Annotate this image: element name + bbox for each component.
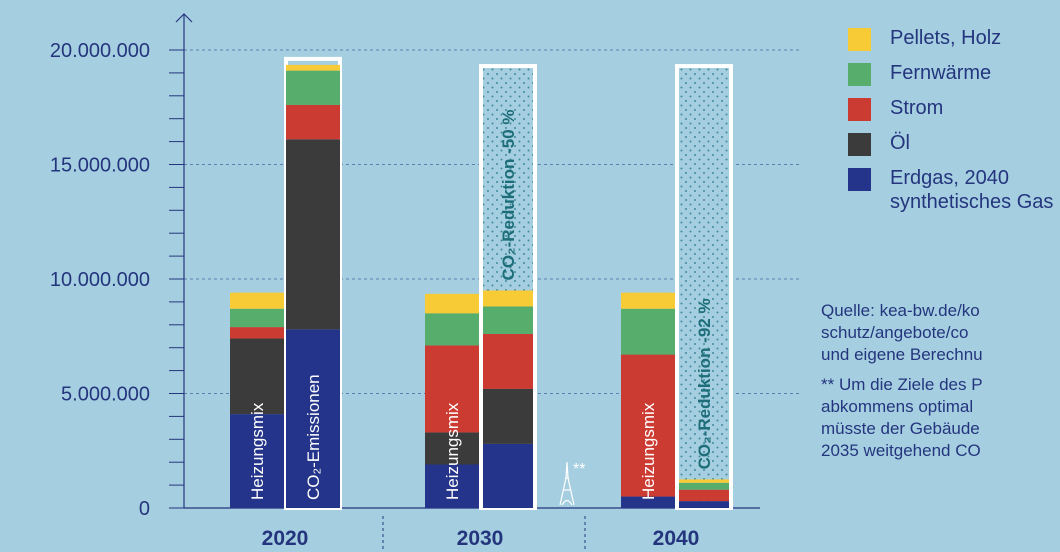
y-tick-label: 20.000.000 bbox=[50, 40, 150, 62]
bar-segment bbox=[483, 306, 533, 334]
tower-outline bbox=[559, 461, 575, 506]
bar-segment bbox=[679, 501, 729, 508]
bar-segment bbox=[286, 139, 340, 330]
legend-swatch bbox=[848, 63, 871, 86]
bar-segment bbox=[621, 308, 675, 355]
y-tick-label: 15.000.000 bbox=[50, 155, 150, 177]
bar-segment bbox=[286, 329, 340, 508]
bar-label: Heizungsmix bbox=[443, 402, 462, 500]
bar-segment bbox=[286, 70, 340, 105]
bar-label: Heizungsmix bbox=[248, 402, 267, 500]
footnote-line: müsste der Gebäude bbox=[821, 419, 980, 438]
footnote-line: ** Um die Ziele des P bbox=[821, 375, 983, 394]
bar-segment bbox=[230, 327, 284, 339]
legend-swatch bbox=[848, 28, 871, 51]
footnote-line: abkommens optimal bbox=[821, 397, 974, 416]
bar-segment bbox=[286, 64, 340, 71]
bar-label: Heizungsmix bbox=[639, 402, 658, 500]
legend-label: Fernwärme bbox=[890, 62, 992, 84]
bar-segment bbox=[230, 414, 284, 508]
bar-segment bbox=[679, 482, 729, 490]
legend-swatch bbox=[848, 133, 871, 156]
legend-label: Öl bbox=[890, 132, 910, 154]
source-line: Quelle: kea-bw.de/ko bbox=[821, 301, 980, 320]
bar-cap bbox=[621, 292, 675, 303]
bar-segment bbox=[425, 313, 479, 346]
bar-segment bbox=[483, 333, 533, 389]
bar-segment bbox=[621, 354, 675, 497]
source-line: schutz/angebote/co bbox=[821, 323, 969, 342]
legend-label: Erdgas, 2040 synthetisches Gas bbox=[890, 167, 1054, 213]
bar-segment bbox=[425, 432, 479, 465]
bar-segment bbox=[483, 388, 533, 444]
annotation-mark: ** bbox=[573, 461, 585, 478]
bar-cap bbox=[230, 292, 284, 303]
reduction-dots bbox=[679, 68, 729, 506]
legend-label: Pellets, Holz bbox=[890, 27, 1002, 49]
bar-segment bbox=[286, 104, 340, 140]
footnote-text: ** Um die Ziele des P abkommens optimal … bbox=[821, 374, 1060, 462]
bar-segment bbox=[230, 308, 284, 328]
bar-segment bbox=[425, 345, 479, 433]
x-category-label: 2030 bbox=[457, 527, 504, 550]
legend-swatch bbox=[848, 98, 871, 121]
eiffel-tower-icon bbox=[559, 461, 575, 506]
bar-segment bbox=[483, 290, 533, 307]
y-tick-label: 0 bbox=[139, 498, 150, 520]
bar-segment bbox=[679, 489, 729, 502]
tower-arch bbox=[561, 499, 573, 506]
source-line: und eigene Berechnu bbox=[821, 345, 983, 364]
source-text: Quelle: kea-bw.de/ko schutz/angebote/co … bbox=[821, 300, 1060, 366]
bar-cap bbox=[425, 293, 479, 304]
bar-segment bbox=[483, 443, 533, 508]
legend-swatch bbox=[848, 168, 871, 191]
bar-segment bbox=[679, 479, 729, 483]
bar-segment bbox=[425, 464, 479, 508]
reduction-label: CO₂-Reduktion -50 % bbox=[499, 109, 518, 280]
chart: 0 5.000.000 10.000.000 15.000.000 20.000.000… bbox=[50, 13, 800, 552]
legend-label: Strom bbox=[890, 97, 944, 119]
bar-segment bbox=[230, 338, 284, 415]
bar-label: CO₂-Emissionen bbox=[304, 374, 323, 500]
y-axis-arrow bbox=[175, 13, 193, 23]
x-category-label: 2040 bbox=[653, 527, 700, 550]
y-tick-label: 10.000.000 bbox=[50, 269, 150, 291]
y-tick-label: 5.000.000 bbox=[61, 384, 150, 406]
footnote-line: 2035 weitgehend CO bbox=[821, 441, 981, 460]
x-category-label: 2020 bbox=[262, 527, 309, 550]
bar-segment bbox=[621, 496, 675, 508]
reduction-label: CO₂-Reduktion -92 % bbox=[695, 298, 714, 469]
